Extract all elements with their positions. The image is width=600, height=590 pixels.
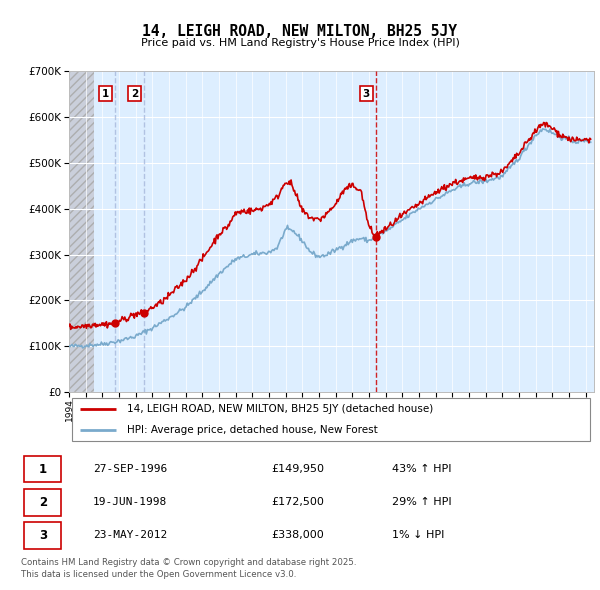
Bar	[69, 71, 94, 392]
Text: 27-SEP-1996: 27-SEP-1996	[93, 464, 167, 474]
FancyBboxPatch shape	[24, 489, 61, 516]
FancyBboxPatch shape	[71, 398, 590, 441]
Text: 14, LEIGH ROAD, NEW MILTON, BH25 5JY (detached house): 14, LEIGH ROAD, NEW MILTON, BH25 5JY (de…	[127, 404, 433, 414]
FancyBboxPatch shape	[24, 522, 61, 549]
Text: 1: 1	[102, 88, 109, 99]
Text: 19-JUN-1998: 19-JUN-1998	[93, 497, 167, 507]
Text: £338,000: £338,000	[271, 530, 324, 540]
Text: HPI: Average price, detached house, New Forest: HPI: Average price, detached house, New …	[127, 425, 377, 435]
FancyBboxPatch shape	[24, 455, 61, 483]
Text: This data is licensed under the Open Government Licence v3.0.: This data is licensed under the Open Gov…	[21, 570, 296, 579]
Text: 23-MAY-2012: 23-MAY-2012	[93, 530, 167, 540]
Text: Price paid vs. HM Land Registry's House Price Index (HPI): Price paid vs. HM Land Registry's House …	[140, 38, 460, 48]
Text: 29% ↑ HPI: 29% ↑ HPI	[392, 497, 452, 507]
Text: Contains HM Land Registry data © Crown copyright and database right 2025.: Contains HM Land Registry data © Crown c…	[21, 558, 356, 567]
Text: 2: 2	[39, 496, 47, 509]
Text: 3: 3	[39, 529, 47, 542]
Text: 43% ↑ HPI: 43% ↑ HPI	[392, 464, 452, 474]
Text: 1: 1	[39, 463, 47, 476]
Text: 3: 3	[363, 88, 370, 99]
Text: 1% ↓ HPI: 1% ↓ HPI	[392, 530, 445, 540]
Text: £149,950: £149,950	[271, 464, 325, 474]
Text: 14, LEIGH ROAD, NEW MILTON, BH25 5JY: 14, LEIGH ROAD, NEW MILTON, BH25 5JY	[143, 24, 458, 38]
Text: £172,500: £172,500	[271, 497, 325, 507]
Text: 2: 2	[131, 88, 138, 99]
